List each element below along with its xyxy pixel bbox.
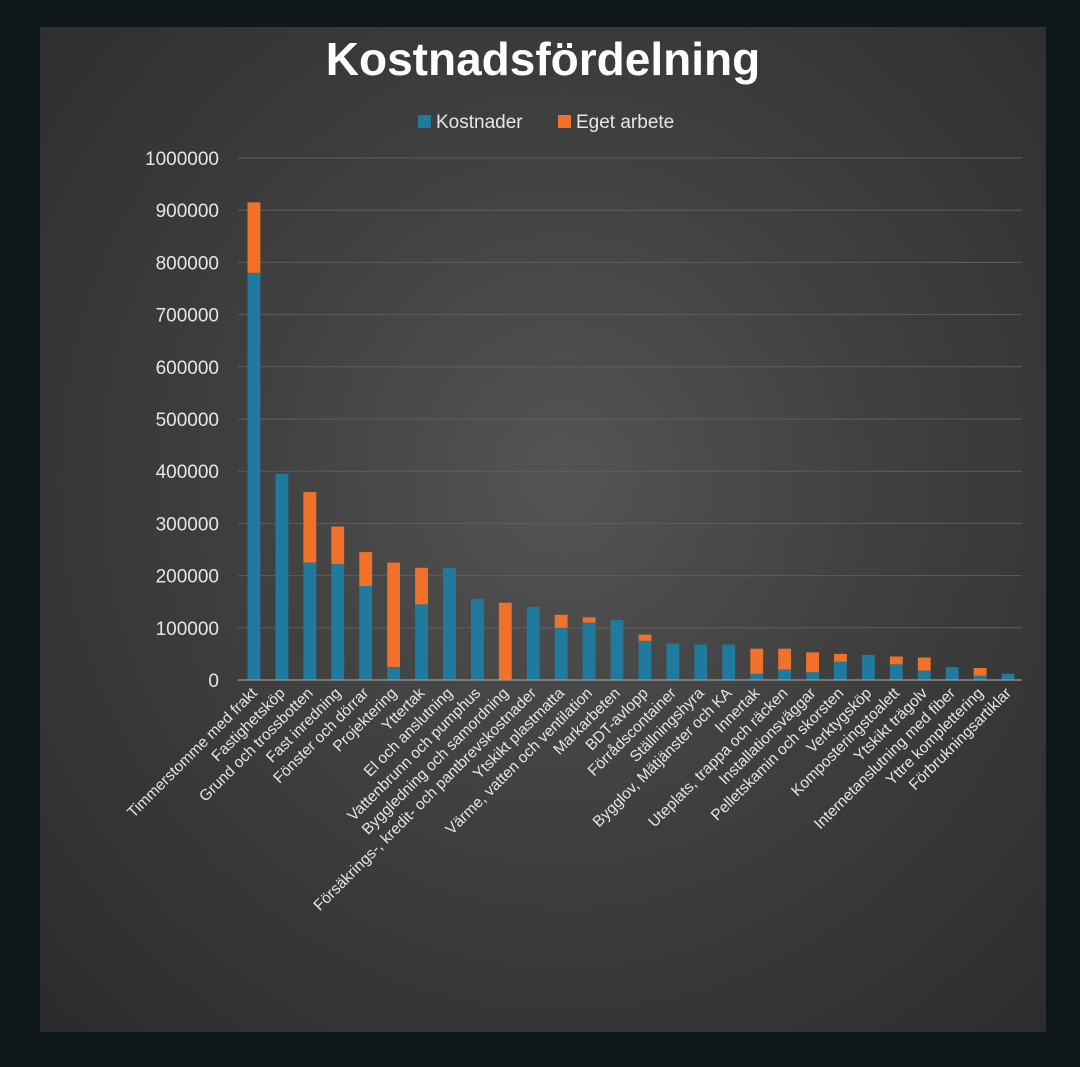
bar-eget-arbete-projektering xyxy=(387,562,401,667)
bar-kostnader-internetanslutning-med-fiber xyxy=(945,666,959,680)
bar-eget-arbete-yttre-komplettering xyxy=(973,667,987,676)
bar-eget-arbete-pelletskamin-och-skorsten xyxy=(834,653,847,662)
bar-kostnader-bdt-avlopp xyxy=(638,640,652,680)
bar-kostnader-vattenbrunn-och-pumphus xyxy=(470,599,484,680)
bar-eget-arbete-byggledning-och-samordning xyxy=(498,602,512,680)
legend-label-eget-arbete: Eget arbete xyxy=(576,112,674,133)
y-tick-label: 500000 xyxy=(156,410,219,431)
bar-eget-arbete-ytskikt-tragolv xyxy=(917,657,931,671)
bar-eget-arbete-fast-inredning xyxy=(331,526,345,565)
chart-panel: Kostnadsfördelning Kostnader Eget arbete … xyxy=(40,27,1046,1032)
bar-kostnader-fast-inredning xyxy=(331,564,345,680)
y-tick-label: 700000 xyxy=(156,306,219,327)
bar-eget-arbete-bdt-avlopp xyxy=(638,634,652,641)
y-tick-label: 300000 xyxy=(156,514,219,535)
bar-eget-arbete-ytskikt-plastmatta xyxy=(554,614,568,628)
bar-eget-arbete-yttertak xyxy=(415,567,428,605)
bar-kostnader-pelletskamin-och-skorsten xyxy=(834,661,847,680)
bar-kostnader-verktygskop xyxy=(861,654,875,680)
y-tick-label: 400000 xyxy=(156,462,219,483)
y-tick-label: 200000 xyxy=(156,567,219,588)
bar-eget-arbete-varme-vatten-och-ventilation xyxy=(582,617,596,623)
bar-eget-arbete-installationsvaggar xyxy=(806,652,819,673)
bar-eget-arbete-fonster-och-dorrar xyxy=(359,552,373,587)
y-tick-label: 1000000 xyxy=(145,149,219,170)
bar-kostnader-uteplats-trappa-och-racken xyxy=(778,669,792,680)
y-tick-label: 600000 xyxy=(156,358,219,379)
bar-kostnader-innertak xyxy=(750,673,764,680)
bar-kostnader-ytskikt-tragolv xyxy=(917,670,931,680)
legend-label-kostnader: Kostnader xyxy=(436,112,523,133)
bars xyxy=(247,202,1015,680)
bar-eget-arbete-komposteringstoalett xyxy=(889,656,903,665)
bar-eget-arbete-timmerstomme-med-frakt xyxy=(247,202,261,273)
bar-kostnader-forsakrings-kredit-och-pantbrevskostnader xyxy=(526,606,540,680)
bar-kostnader-yttre-komplettering xyxy=(973,675,987,680)
bar-eget-arbete-innertak xyxy=(750,648,764,674)
legend-swatch-kostnader xyxy=(418,115,431,128)
bar-kostnader-ytskikt-plastmatta xyxy=(554,627,568,680)
bar-kostnader-varme-vatten-och-ventilation xyxy=(582,622,596,680)
bar-eget-arbete-uteplats-trappa-och-racken xyxy=(778,648,792,670)
stacked-bar-chart: Kostnadsfördelning Kostnader Eget arbete … xyxy=(124,33,1022,914)
legend: Kostnader Eget arbete xyxy=(418,112,674,133)
bar-kostnader-forradscontainer xyxy=(666,643,680,680)
bar-kostnader-el-och-anslutning xyxy=(443,567,456,680)
bar-kostnader-timmerstomme-med-frakt xyxy=(247,272,261,680)
y-tick-label: 900000 xyxy=(156,201,219,222)
chart-title: Kostnadsfördelning xyxy=(326,33,760,85)
bar-kostnader-installationsvaggar xyxy=(806,672,819,680)
bar-kostnader-fonster-och-dorrar xyxy=(359,586,373,680)
x-tick-label: Grund och trossbotten xyxy=(196,685,316,805)
bar-kostnader-markarbeten xyxy=(610,619,624,680)
bar-kostnader-fastighetskop xyxy=(275,473,289,680)
y-tick-label: 100000 xyxy=(156,619,219,640)
legend-swatch-eget-arbete xyxy=(558,115,571,128)
bar-kostnader-bygglov-matjanster-och-ka xyxy=(722,644,736,680)
bar-kostnader-grund-och-trossbotten xyxy=(303,562,317,680)
x-axis-labels: Timmerstomme med fraktFastighetsköpGrund… xyxy=(124,684,1015,914)
gridlines xyxy=(238,157,1022,629)
bar-kostnader-yttertak xyxy=(415,604,428,680)
bar-kostnader-forbrukningsartiklar xyxy=(1001,673,1015,680)
bar-kostnader-komposteringstoalett xyxy=(889,664,903,680)
y-axis-ticks: 0 100000 200000 300000 400000 500000 600000 700… xyxy=(145,149,219,692)
bar-kostnader-stallningshyra xyxy=(694,644,708,680)
bar-kostnader-projektering xyxy=(387,666,401,680)
y-tick-label: 800000 xyxy=(156,253,219,274)
bar-eget-arbete-grund-och-trossbotten xyxy=(303,492,317,563)
y-tick-label: 0 xyxy=(208,671,219,692)
